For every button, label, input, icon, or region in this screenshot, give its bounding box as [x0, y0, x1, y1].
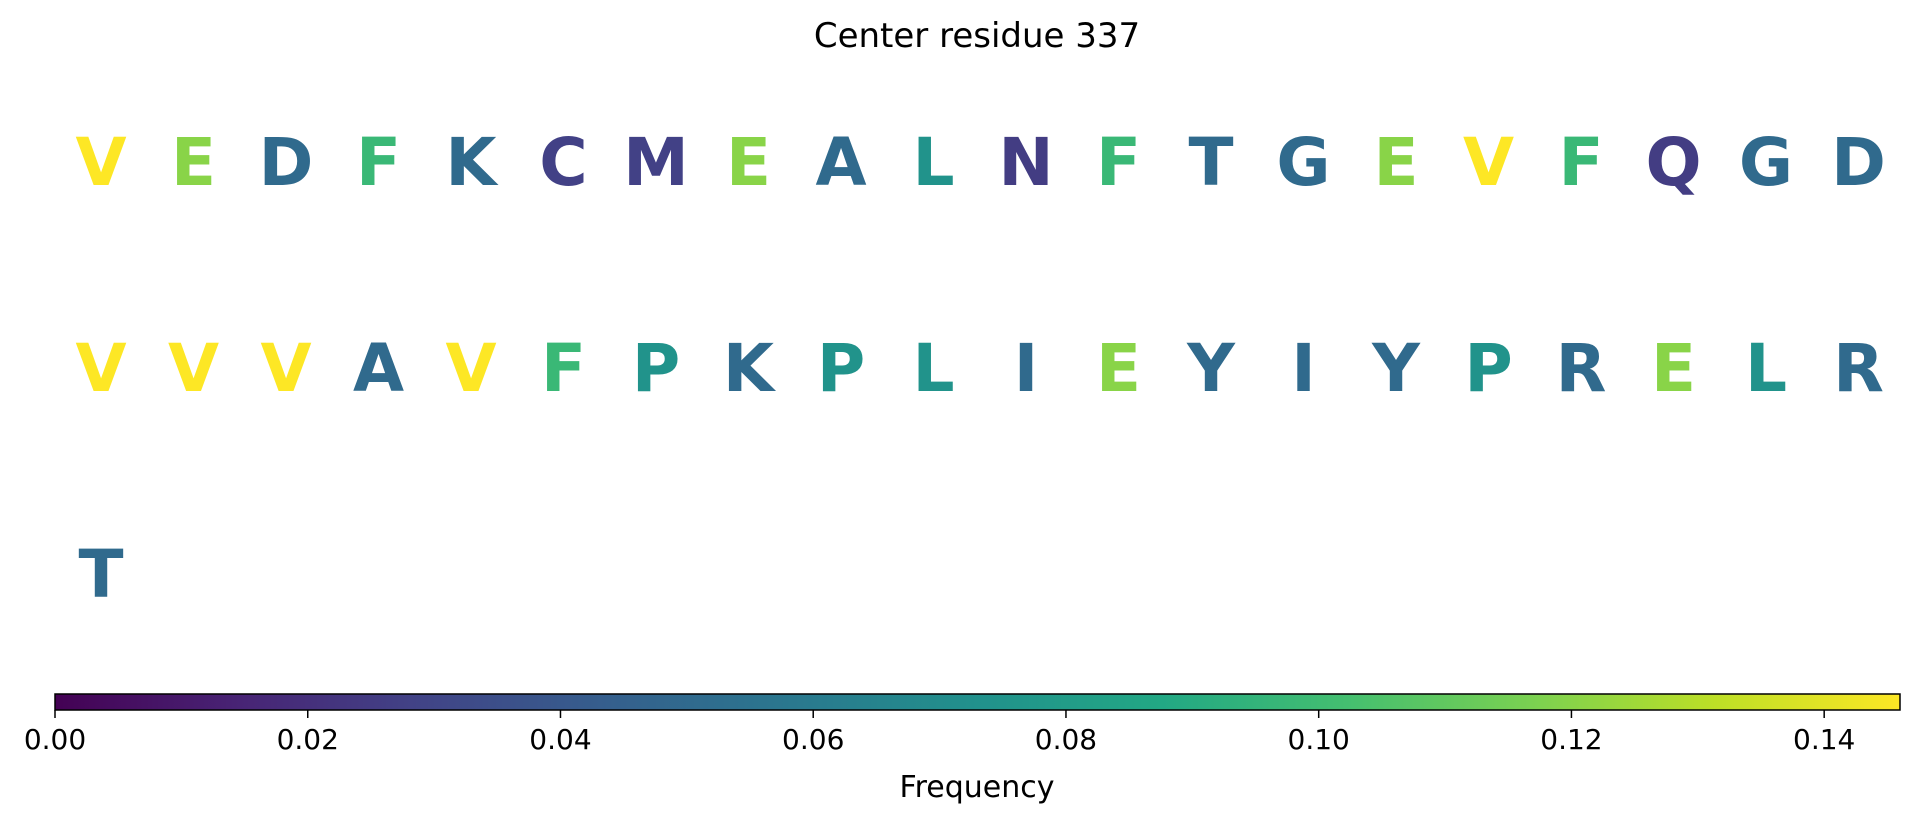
residue-grid: V E D F K C M E A L N F T G E V F Q G DV V V A V F P K P L I E Y I Y P R E L R… [75, 124, 1885, 613]
colorbar-tick-label: 0.06 [782, 723, 844, 756]
residue-letter: I [1014, 330, 1039, 407]
residue-letter: V [1463, 124, 1514, 201]
residue-letter: I [1291, 330, 1316, 407]
residue-letter: F [541, 330, 586, 407]
residue-letter: V [75, 124, 126, 201]
residue-letter: Q [1645, 124, 1701, 201]
colorbar-tick-label: 0.08 [1035, 723, 1097, 756]
residue-letter: L [1745, 330, 1787, 407]
residue-letter: N [998, 124, 1053, 201]
residue-letter: E [726, 124, 771, 201]
residue-letter: K [445, 124, 499, 201]
residue-letter: M [623, 124, 689, 201]
residue-letter: G [1739, 124, 1793, 201]
residue-letter: P [817, 330, 865, 407]
residue-letter: G [1276, 124, 1330, 201]
colorbar-tick-label: 0.04 [529, 723, 591, 756]
residue-letter: P [632, 330, 680, 407]
colorbar-tick-label: 0.00 [24, 723, 86, 756]
residue-letter: L [912, 124, 954, 201]
residue-letter: E [171, 124, 216, 201]
colorbar-tick-label: 0.12 [1540, 723, 1602, 756]
residue-letter: L [912, 330, 954, 407]
residue-letter: T [1188, 124, 1233, 201]
residue-letter: K [723, 330, 777, 407]
residue-letter: V [260, 330, 311, 407]
residue-letter: P [1464, 330, 1512, 407]
residue-letter: D [259, 124, 314, 201]
residue-letter: R [1556, 330, 1607, 407]
colorbar-gradient [54, 693, 1901, 711]
residue-letter: F [1096, 124, 1141, 201]
residue-letter: Y [1186, 330, 1236, 407]
residue-letter: A [353, 330, 404, 407]
residue-letter: E [1096, 330, 1141, 407]
colorbar-tick-label: 0.14 [1793, 723, 1855, 756]
colorbar-tick-label: 0.10 [1288, 723, 1350, 756]
residue-letter: D [1831, 124, 1886, 201]
residue-letter: E [1651, 330, 1696, 407]
chart-title: Center residue 337 [814, 16, 1140, 56]
residue-letter: V [75, 330, 126, 407]
colorbar-label: Frequency [900, 770, 1055, 805]
colorbar-tick-label: 0.02 [277, 723, 339, 756]
residue-letter: R [1833, 330, 1884, 407]
residue-letter: C [539, 124, 587, 201]
residue-letter: A [815, 124, 866, 201]
residue-letter: Y [1371, 330, 1421, 407]
residue-letter: F [1558, 124, 1603, 201]
residue-letter: E [1373, 124, 1418, 201]
residue-letter: T [78, 536, 123, 613]
residue-letter: V [445, 330, 496, 407]
colorbar: 0.00 0.02 0.04 0.06 0.08 0.10 0.12 0.14 Frequen… [24, 693, 1901, 805]
colorbar-ticks: 0.00 0.02 0.04 0.06 0.08 0.10 0.12 0.14 [24, 710, 1855, 756]
residue-letter: F [356, 124, 401, 201]
residue-letter: V [168, 330, 219, 407]
